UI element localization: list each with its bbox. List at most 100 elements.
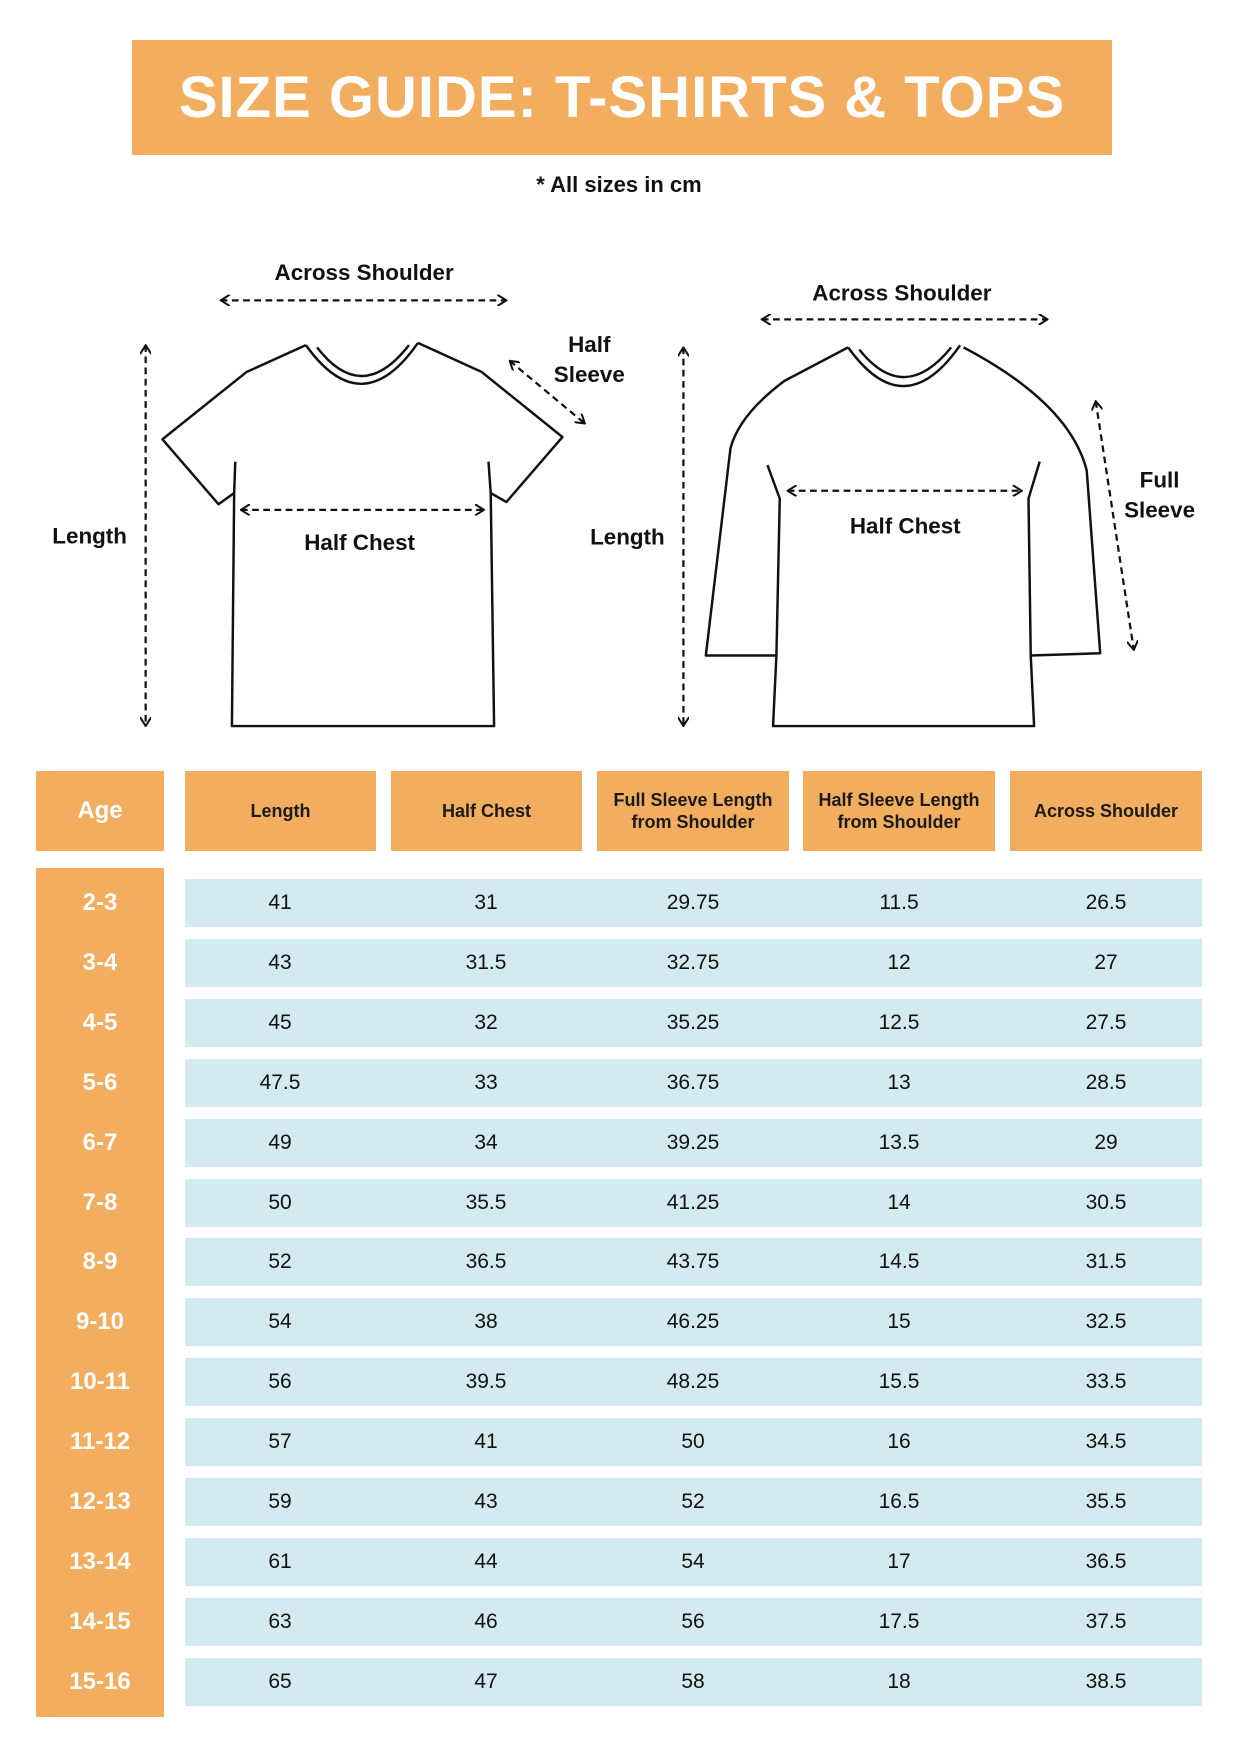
cell-full-sleeve: 41.25 <box>666 1190 720 1214</box>
cell-full-sleeve: 39.25 <box>666 1130 720 1154</box>
cell-across-shoulder: 31.5 <box>1085 1250 1127 1274</box>
cell-across-shoulder: 32.5 <box>1085 1310 1127 1334</box>
cell-half-sleeve: 15.5 <box>878 1370 920 1394</box>
cell-length: 52 <box>268 1250 292 1274</box>
label-half-chest: Half Chest <box>850 513 961 538</box>
cell-full-sleeve: 50 <box>681 1430 705 1454</box>
age-cell: 2-3 <box>82 889 118 916</box>
cell-length: 57 <box>268 1430 292 1454</box>
cell-length: 47.5 <box>259 1070 301 1094</box>
table-row: 63 46 56 17.5 37.5 <box>185 1597 1202 1646</box>
longsleeve-top-icon <box>704 344 1102 728</box>
age-cell: 15-16 <box>69 1667 131 1695</box>
cell-half-chest: 31.5 <box>465 950 507 974</box>
label-length: Length <box>590 525 665 550</box>
cell-half-chest: 34 <box>474 1130 498 1154</box>
cell-half-chest: 36.5 <box>465 1250 507 1274</box>
label-full-sleeve: Full <box>1140 467 1180 492</box>
table-row: 56 39.5 48.25 15.5 33.5 <box>185 1358 1202 1407</box>
half-sleeve-arrow <box>510 361 585 424</box>
cell-across-shoulder: 28.5 <box>1085 1070 1127 1094</box>
cell-half-chest: 47 <box>474 1669 498 1693</box>
full-sleeve-arrow <box>1096 401 1134 650</box>
age-cell: 8-9 <box>82 1248 118 1276</box>
age-cell: 3-4 <box>82 948 118 976</box>
cell-half-sleeve: 12.5 <box>878 1010 920 1034</box>
cell-half-sleeve: 16 <box>887 1430 911 1454</box>
cell-half-chest: 44 <box>474 1549 498 1573</box>
age-cell: 7-8 <box>82 1188 118 1216</box>
table-row: 65 47 58 18 38.5 <box>185 1657 1202 1706</box>
table-row: 50 35.5 41.25 14 30.5 <box>185 1178 1202 1227</box>
header-across-shoulder: Across Shoulder <box>1010 771 1202 851</box>
label-half-chest: Half Chest <box>304 530 415 555</box>
cell-half-chest: 43 <box>474 1490 498 1513</box>
cell-full-sleeve: 32.75 <box>666 950 720 974</box>
label-half-sleeve: Sleeve <box>554 362 625 387</box>
age-cell: 14-15 <box>69 1607 131 1635</box>
cell-full-sleeve: 43.75 <box>666 1250 720 1274</box>
age-cell: 11-12 <box>69 1428 131 1456</box>
cell-length: 63 <box>268 1609 292 1633</box>
table-row: 47.5 33 36.75 13 28.5 <box>185 1058 1202 1107</box>
table-row: 54 38 46.25 15 32.5 <box>185 1298 1202 1347</box>
cell-half-sleeve: 18 <box>887 1669 911 1693</box>
label-full-sleeve: Sleeve <box>1124 498 1195 523</box>
cell-across-shoulder: 30.5 <box>1085 1190 1127 1214</box>
cell-half-sleeve: 17 <box>887 1549 911 1573</box>
cell-half-sleeve: 14.5 <box>878 1250 920 1274</box>
cell-length: 43 <box>268 950 292 974</box>
cell-full-sleeve: 29.75 <box>666 891 720 914</box>
header-half-sleeve: Half Sleeve Length from Shoulder <box>803 771 995 851</box>
cell-half-chest: 33 <box>474 1070 498 1094</box>
cell-half-chest: 46 <box>474 1609 498 1633</box>
age-cell: 5-6 <box>82 1068 118 1096</box>
cell-length: 65 <box>268 1669 292 1693</box>
cell-half-chest: 41 <box>474 1430 498 1454</box>
cell-full-sleeve: 46.25 <box>666 1310 720 1334</box>
header-age: Age <box>36 771 164 851</box>
cell-half-sleeve: 15 <box>887 1310 911 1334</box>
table-row: 45 32 35.25 12.5 27.5 <box>185 998 1202 1047</box>
cell-across-shoulder: 26.5 <box>1085 891 1127 914</box>
cell-half-sleeve: 17.5 <box>878 1609 920 1633</box>
header-half-chest: Half Chest <box>391 771 582 851</box>
cell-full-sleeve: 58 <box>681 1669 705 1693</box>
garment-diagrams: Across Shoulder Half Sleeve Length Half … <box>52 260 1195 728</box>
table-row: 41 31 29.75 11.5 26.5 <box>185 879 1202 927</box>
cell-across-shoulder: 27.5 <box>1085 1010 1127 1034</box>
cell-full-sleeve: 52 <box>681 1490 705 1513</box>
age-cell: 13-14 <box>69 1547 131 1575</box>
cell-half-chest: 39.5 <box>465 1370 507 1394</box>
age-cell: 12-13 <box>69 1488 131 1515</box>
cell-half-sleeve: 13.5 <box>878 1130 920 1154</box>
cell-length: 41 <box>268 891 292 914</box>
age-column <box>36 868 164 1717</box>
cell-full-sleeve: 48.25 <box>666 1370 720 1394</box>
table-row: 52 36.5 43.75 14.5 31.5 <box>185 1238 1202 1287</box>
label-across-shoulder: Across Shoulder <box>812 280 991 305</box>
cell-across-shoulder: 29 <box>1094 1130 1118 1154</box>
cell-full-sleeve: 54 <box>681 1549 705 1573</box>
table-row: 57 41 50 16 34.5 <box>185 1418 1202 1467</box>
cell-half-chest: 38 <box>474 1310 498 1334</box>
age-cell: 9-10 <box>75 1308 125 1336</box>
age-cell: 4-5 <box>82 1008 118 1036</box>
cell-half-chest: 32 <box>474 1010 498 1034</box>
cell-half-sleeve: 13 <box>887 1070 911 1094</box>
label-half-sleeve: Half <box>568 332 611 357</box>
cell-length: 56 <box>268 1370 292 1394</box>
cell-full-sleeve: 36.75 <box>666 1070 720 1094</box>
cell-half-sleeve: 14 <box>887 1190 911 1214</box>
cell-length: 59 <box>268 1490 292 1513</box>
cell-half-chest: 35.5 <box>465 1190 507 1214</box>
age-cell: 10-11 <box>69 1368 131 1396</box>
header-length: Length <box>185 771 376 851</box>
cell-half-sleeve: 12 <box>887 950 911 974</box>
cell-half-sleeve: 16.5 <box>878 1490 920 1513</box>
cell-length: 49 <box>268 1130 292 1154</box>
cell-half-sleeve: 11.5 <box>879 891 919 914</box>
table-row: 59 43 52 16.5 35.5 <box>185 1478 1202 1526</box>
cell-length: 45 <box>268 1010 292 1034</box>
